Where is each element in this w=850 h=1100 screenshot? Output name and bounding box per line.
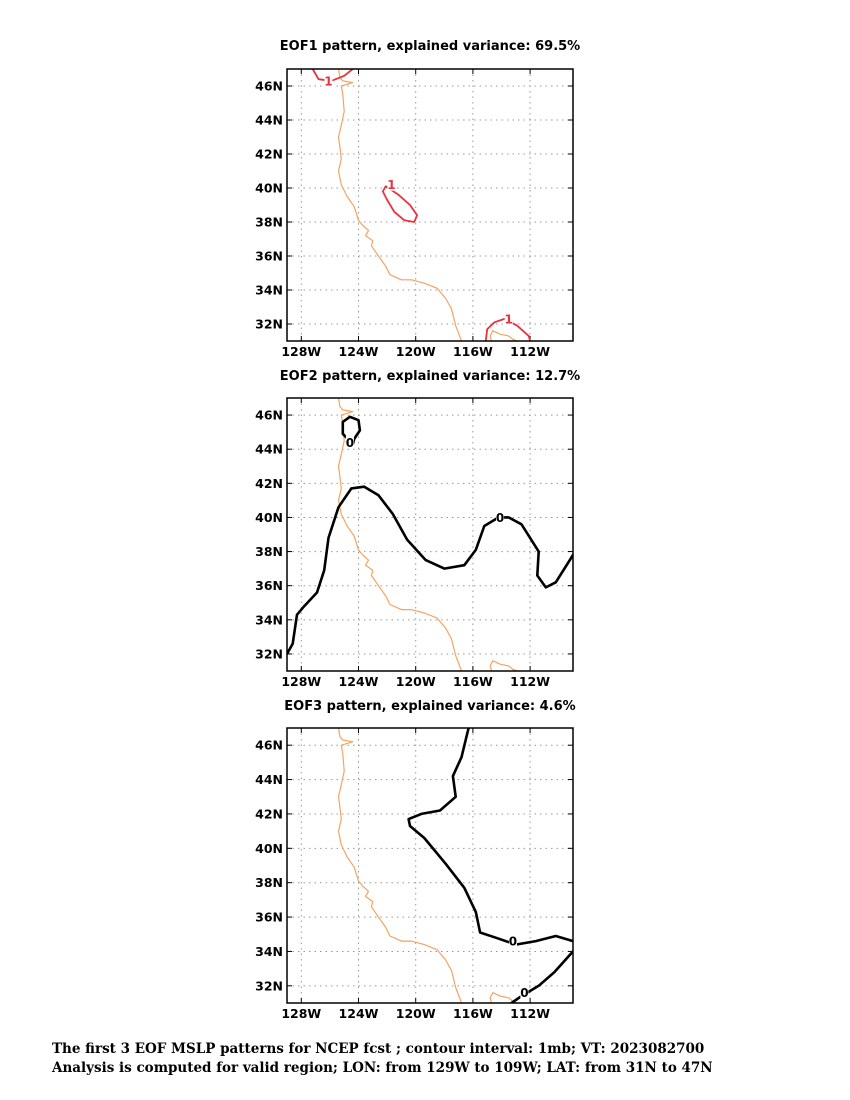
x-tick-label: 116W <box>453 344 493 359</box>
y-tick-label: 46N <box>255 738 283 753</box>
x-tick-label: 120W <box>396 674 436 689</box>
y-tick-label: 42N <box>255 476 283 491</box>
y-tick-label: 34N <box>255 283 283 298</box>
contour-label: 0 <box>509 935 517 949</box>
y-tick-label: 32N <box>255 317 283 332</box>
eof2-title: EOF2 pattern, explained variance: 12.7% <box>280 369 580 384</box>
x-tick-label: 120W <box>396 1006 436 1021</box>
y-tick-label: 44N <box>255 113 283 128</box>
figure-caption: The first 3 EOF MSLP patterns for NCEP f… <box>52 1040 713 1078</box>
y-tick-label: 38N <box>255 215 283 230</box>
y-tick-label: 34N <box>255 612 283 627</box>
y-tick-label: 46N <box>255 408 283 423</box>
caption-line-2: Analysis is computed for valid region; L… <box>52 1060 713 1076</box>
contour-label-bg <box>508 934 517 948</box>
eof3-grid: 128W 124W 120W 116W 112W 46N 44N 42N 40N 38N 36N 34… <box>255 728 573 1021</box>
x-tick-label: 124W <box>339 674 379 689</box>
y-tick-label: 36N <box>255 578 283 593</box>
contour-line-level-0 <box>341 415 362 446</box>
y-tick-label: 38N <box>255 875 283 890</box>
eof2-grid: 128W 124W 120W 116W 112W 46N 44N 42N 40N 38N 36N 34… <box>255 398 573 689</box>
contour-label: 1 <box>387 178 395 192</box>
y-tick-label: 40N <box>255 181 283 196</box>
coastline <box>337 728 463 1003</box>
x-tick-label: 128W <box>281 344 321 359</box>
y-tick-label: 44N <box>255 772 283 787</box>
contour-line-level-0 <box>510 950 573 1003</box>
contour-label-bg <box>387 177 396 191</box>
contour-label: 1 <box>324 74 332 88</box>
eof1-frame <box>286 68 574 342</box>
y-tick-label: 34N <box>255 944 283 959</box>
x-tick-label: 112W <box>510 674 550 689</box>
coastline <box>337 398 463 671</box>
contour-line-level-1 <box>381 185 419 223</box>
x-tick-label: 120W <box>396 344 436 359</box>
x-tick-label: 112W <box>510 1006 550 1021</box>
contour-line-level-0 <box>407 728 573 946</box>
caption-line-1: The first 3 EOF MSLP patterns for NCEP f… <box>52 1041 705 1057</box>
coastline <box>337 69 463 341</box>
contour-label-bg <box>520 985 529 999</box>
y-tick-label: 40N <box>255 841 283 856</box>
y-tick-label: 42N <box>255 147 283 162</box>
eof3-map <box>337 728 573 1003</box>
y-tick-label: 36N <box>255 249 283 264</box>
contour-label: 0 <box>496 511 504 525</box>
y-tick-label: 44N <box>255 442 283 457</box>
contour-label-bg <box>504 311 513 325</box>
contour-line-level-1 <box>311 69 354 82</box>
x-tick-label: 116W <box>453 1006 493 1021</box>
eof1-panel: EOF1 pattern, explained variance: 69.5% 1… <box>255 39 580 359</box>
y-tick-label: 32N <box>255 978 283 993</box>
contour-line-level-0 <box>287 485 573 656</box>
y-tick-label: 46N <box>255 79 283 94</box>
contour-label-bg <box>345 435 354 449</box>
x-tick-label: 116W <box>453 674 493 689</box>
eof2-frame <box>286 397 574 672</box>
contour-label-bg <box>496 510 505 524</box>
x-tick-label: 124W <box>339 1006 379 1021</box>
contour-label-bg <box>324 73 333 87</box>
contour-label: 0 <box>520 986 528 1000</box>
contour-label: 0 <box>346 436 354 450</box>
gulf-coastline <box>489 330 518 341</box>
eof2-map <box>287 398 573 671</box>
gulf-coastline <box>489 660 518 671</box>
contour-line-level-1 <box>484 317 531 341</box>
eof3-panel: EOF3 pattern, explained variance: 4.6% 12… <box>255 699 576 1021</box>
x-tick-label: 124W <box>339 344 379 359</box>
eof1-map <box>311 69 531 341</box>
y-tick-label: 32N <box>255 646 283 661</box>
contour-label: 1 <box>504 312 512 326</box>
eof2-panel: EOF2 pattern, explained variance: 12.7% 1… <box>255 369 580 689</box>
eof3-title: EOF3 pattern, explained variance: 4.6% <box>284 699 575 714</box>
x-tick-label: 128W <box>281 1006 321 1021</box>
y-tick-label: 38N <box>255 544 283 559</box>
eof1-title: EOF1 pattern, explained variance: 69.5% <box>280 39 580 54</box>
x-tick-label: 112W <box>510 344 550 359</box>
y-tick-label: 42N <box>255 806 283 821</box>
y-tick-label: 40N <box>255 510 283 525</box>
y-tick-label: 36N <box>255 910 283 925</box>
x-tick-label: 128W <box>281 674 321 689</box>
eof3-frame <box>286 727 574 1004</box>
eof1-grid: 128W 124W 120W 116W 112W 46N 44N 42N 40N 38N 36N 34… <box>255 69 573 359</box>
